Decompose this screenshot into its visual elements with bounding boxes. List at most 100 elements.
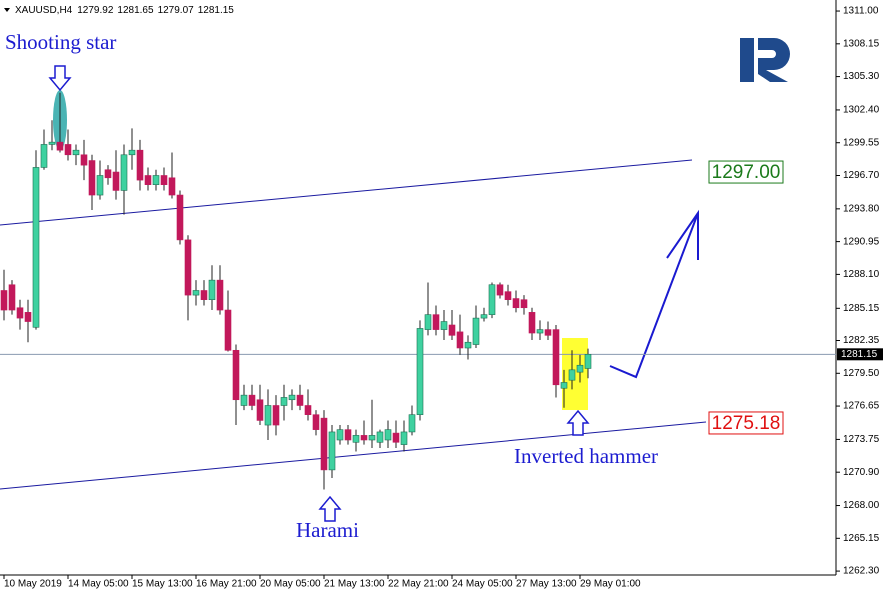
candle-body — [104, 169, 112, 179]
candle-body — [352, 435, 360, 443]
y-tick-label: 1268.00 — [843, 500, 880, 511]
x-tick-label: 22 May 21:00 — [388, 579, 449, 590]
open: 1279.92 — [77, 5, 114, 16]
candle-body — [152, 175, 160, 185]
x-tick-label: 20 May 05:00 — [260, 579, 321, 590]
y-tick-label: 1293.80 — [843, 203, 880, 214]
candle-body — [312, 414, 320, 430]
candle-body — [520, 299, 528, 309]
candle-body — [360, 435, 368, 441]
y-tick-label: 1311.00 — [843, 6, 879, 17]
candle-body — [0, 290, 8, 311]
candle-body — [528, 312, 536, 334]
candle-body — [448, 324, 456, 336]
candle-body — [560, 382, 568, 389]
candle-body — [88, 160, 96, 196]
y-tick-label: 1302.40 — [843, 105, 880, 116]
y-tick-label: 1285.15 — [843, 303, 880, 314]
header: XAUUSD,H4 1279.92 1281.65 1279.07 1281.15 — [15, 5, 234, 16]
forecast-arrow — [609, 212, 699, 379]
y-tick-label: 1288.10 — [843, 269, 880, 280]
candle-body — [584, 354, 592, 369]
candle-body — [56, 141, 64, 151]
x-tick-label: 24 May 05:00 — [452, 579, 513, 590]
candle-body — [264, 405, 272, 426]
annotation: Harami — [296, 518, 359, 542]
level-label: 1275.18 — [708, 411, 784, 435]
candle-body — [248, 394, 256, 406]
x-tick-label: 21 May 13:00 — [324, 579, 385, 590]
candle-body — [504, 291, 512, 300]
candle-body — [424, 314, 432, 330]
candle-body — [288, 394, 296, 401]
y-tick-label: 1262.30 — [843, 566, 880, 577]
candle-body — [120, 154, 128, 191]
candle-body — [48, 141, 56, 145]
high: 1281.65 — [117, 5, 154, 16]
y-tick-label: 1290.95 — [843, 236, 880, 247]
arrow-icon — [318, 495, 342, 522]
logo — [740, 38, 790, 82]
candle-body — [568, 369, 576, 381]
candle-body — [400, 431, 408, 445]
x-tick-label: 10 May 2019 — [4, 579, 62, 590]
candle-body — [552, 329, 560, 386]
annotation: Inverted hammer — [514, 444, 658, 468]
candle-body — [192, 290, 200, 296]
trend-line — [0, 159, 693, 226]
x-tick-label: 27 May 13:00 — [516, 579, 577, 590]
x-tick-label: 15 May 13:00 — [132, 579, 193, 590]
candle-body — [232, 349, 240, 401]
candle-body — [544, 329, 552, 336]
annotation: Shooting star — [5, 30, 116, 54]
level-text: 1275.18 — [712, 413, 781, 434]
candle-body — [168, 177, 176, 196]
trend-line — [0, 421, 707, 490]
candle-body — [488, 284, 496, 315]
y-tick-label: 1270.90 — [843, 467, 880, 478]
candle-body — [128, 149, 136, 156]
candle-body — [112, 171, 120, 191]
x-tick-label: 29 May 01:00 — [580, 579, 641, 590]
candle-body — [80, 154, 88, 166]
candle-body — [208, 279, 216, 300]
arrow-icon — [48, 65, 72, 92]
candle-body — [432, 314, 440, 330]
y-tick-label: 1308.15 — [843, 38, 880, 49]
price-label: 1281.15 — [841, 349, 878, 360]
y-tick-label: 1279.50 — [843, 368, 880, 379]
candle-body — [224, 309, 232, 351]
candle-body — [440, 321, 448, 330]
y-tick-label: 1265.15 — [843, 533, 880, 544]
y-tick-label: 1305.30 — [843, 71, 880, 82]
level-label: 1297.00 — [708, 160, 784, 184]
candle-body — [496, 284, 504, 296]
candle-body — [456, 331, 464, 349]
candle-body — [576, 364, 584, 373]
candle-body — [416, 328, 424, 415]
candle-body — [408, 414, 416, 433]
candle-body — [184, 239, 192, 296]
price-label-box — [837, 348, 883, 361]
low: 1279.07 — [158, 5, 195, 16]
candle-body — [472, 317, 480, 345]
x-tick-label: 14 May 05:00 — [68, 579, 129, 590]
y-tick-label: 1299.55 — [843, 137, 880, 148]
candle-body — [296, 394, 304, 406]
candle-body — [376, 431, 384, 443]
candle-body — [392, 432, 400, 443]
y-tick-label: 1296.70 — [843, 170, 880, 181]
symbol: XAUUSD,H4 — [15, 5, 73, 16]
candle-body — [536, 329, 544, 334]
level-box — [708, 411, 784, 435]
candle-body — [144, 175, 152, 185]
candle-body — [384, 429, 392, 441]
y-tick-label: 1276.65 — [843, 401, 880, 412]
candle-body — [176, 194, 184, 241]
candle-body — [32, 167, 40, 328]
candle-body — [24, 312, 32, 322]
level-text: 1297.00 — [712, 162, 781, 183]
